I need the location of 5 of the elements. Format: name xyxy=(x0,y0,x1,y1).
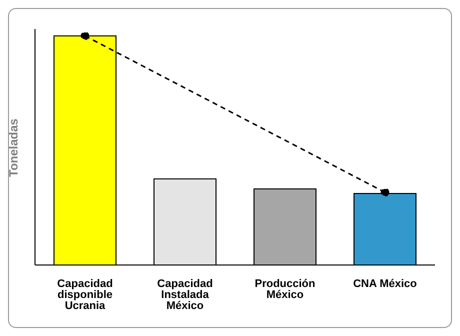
x-tick-label: Producción México xyxy=(254,278,316,301)
x-tick-label: CNA México xyxy=(353,278,418,290)
x-tick-label: Capacidad Instalada México xyxy=(157,278,213,312)
x-tick-label: Capacidad disponible Ucrania xyxy=(57,278,113,312)
y-axis-title: Toneladas xyxy=(6,118,20,177)
